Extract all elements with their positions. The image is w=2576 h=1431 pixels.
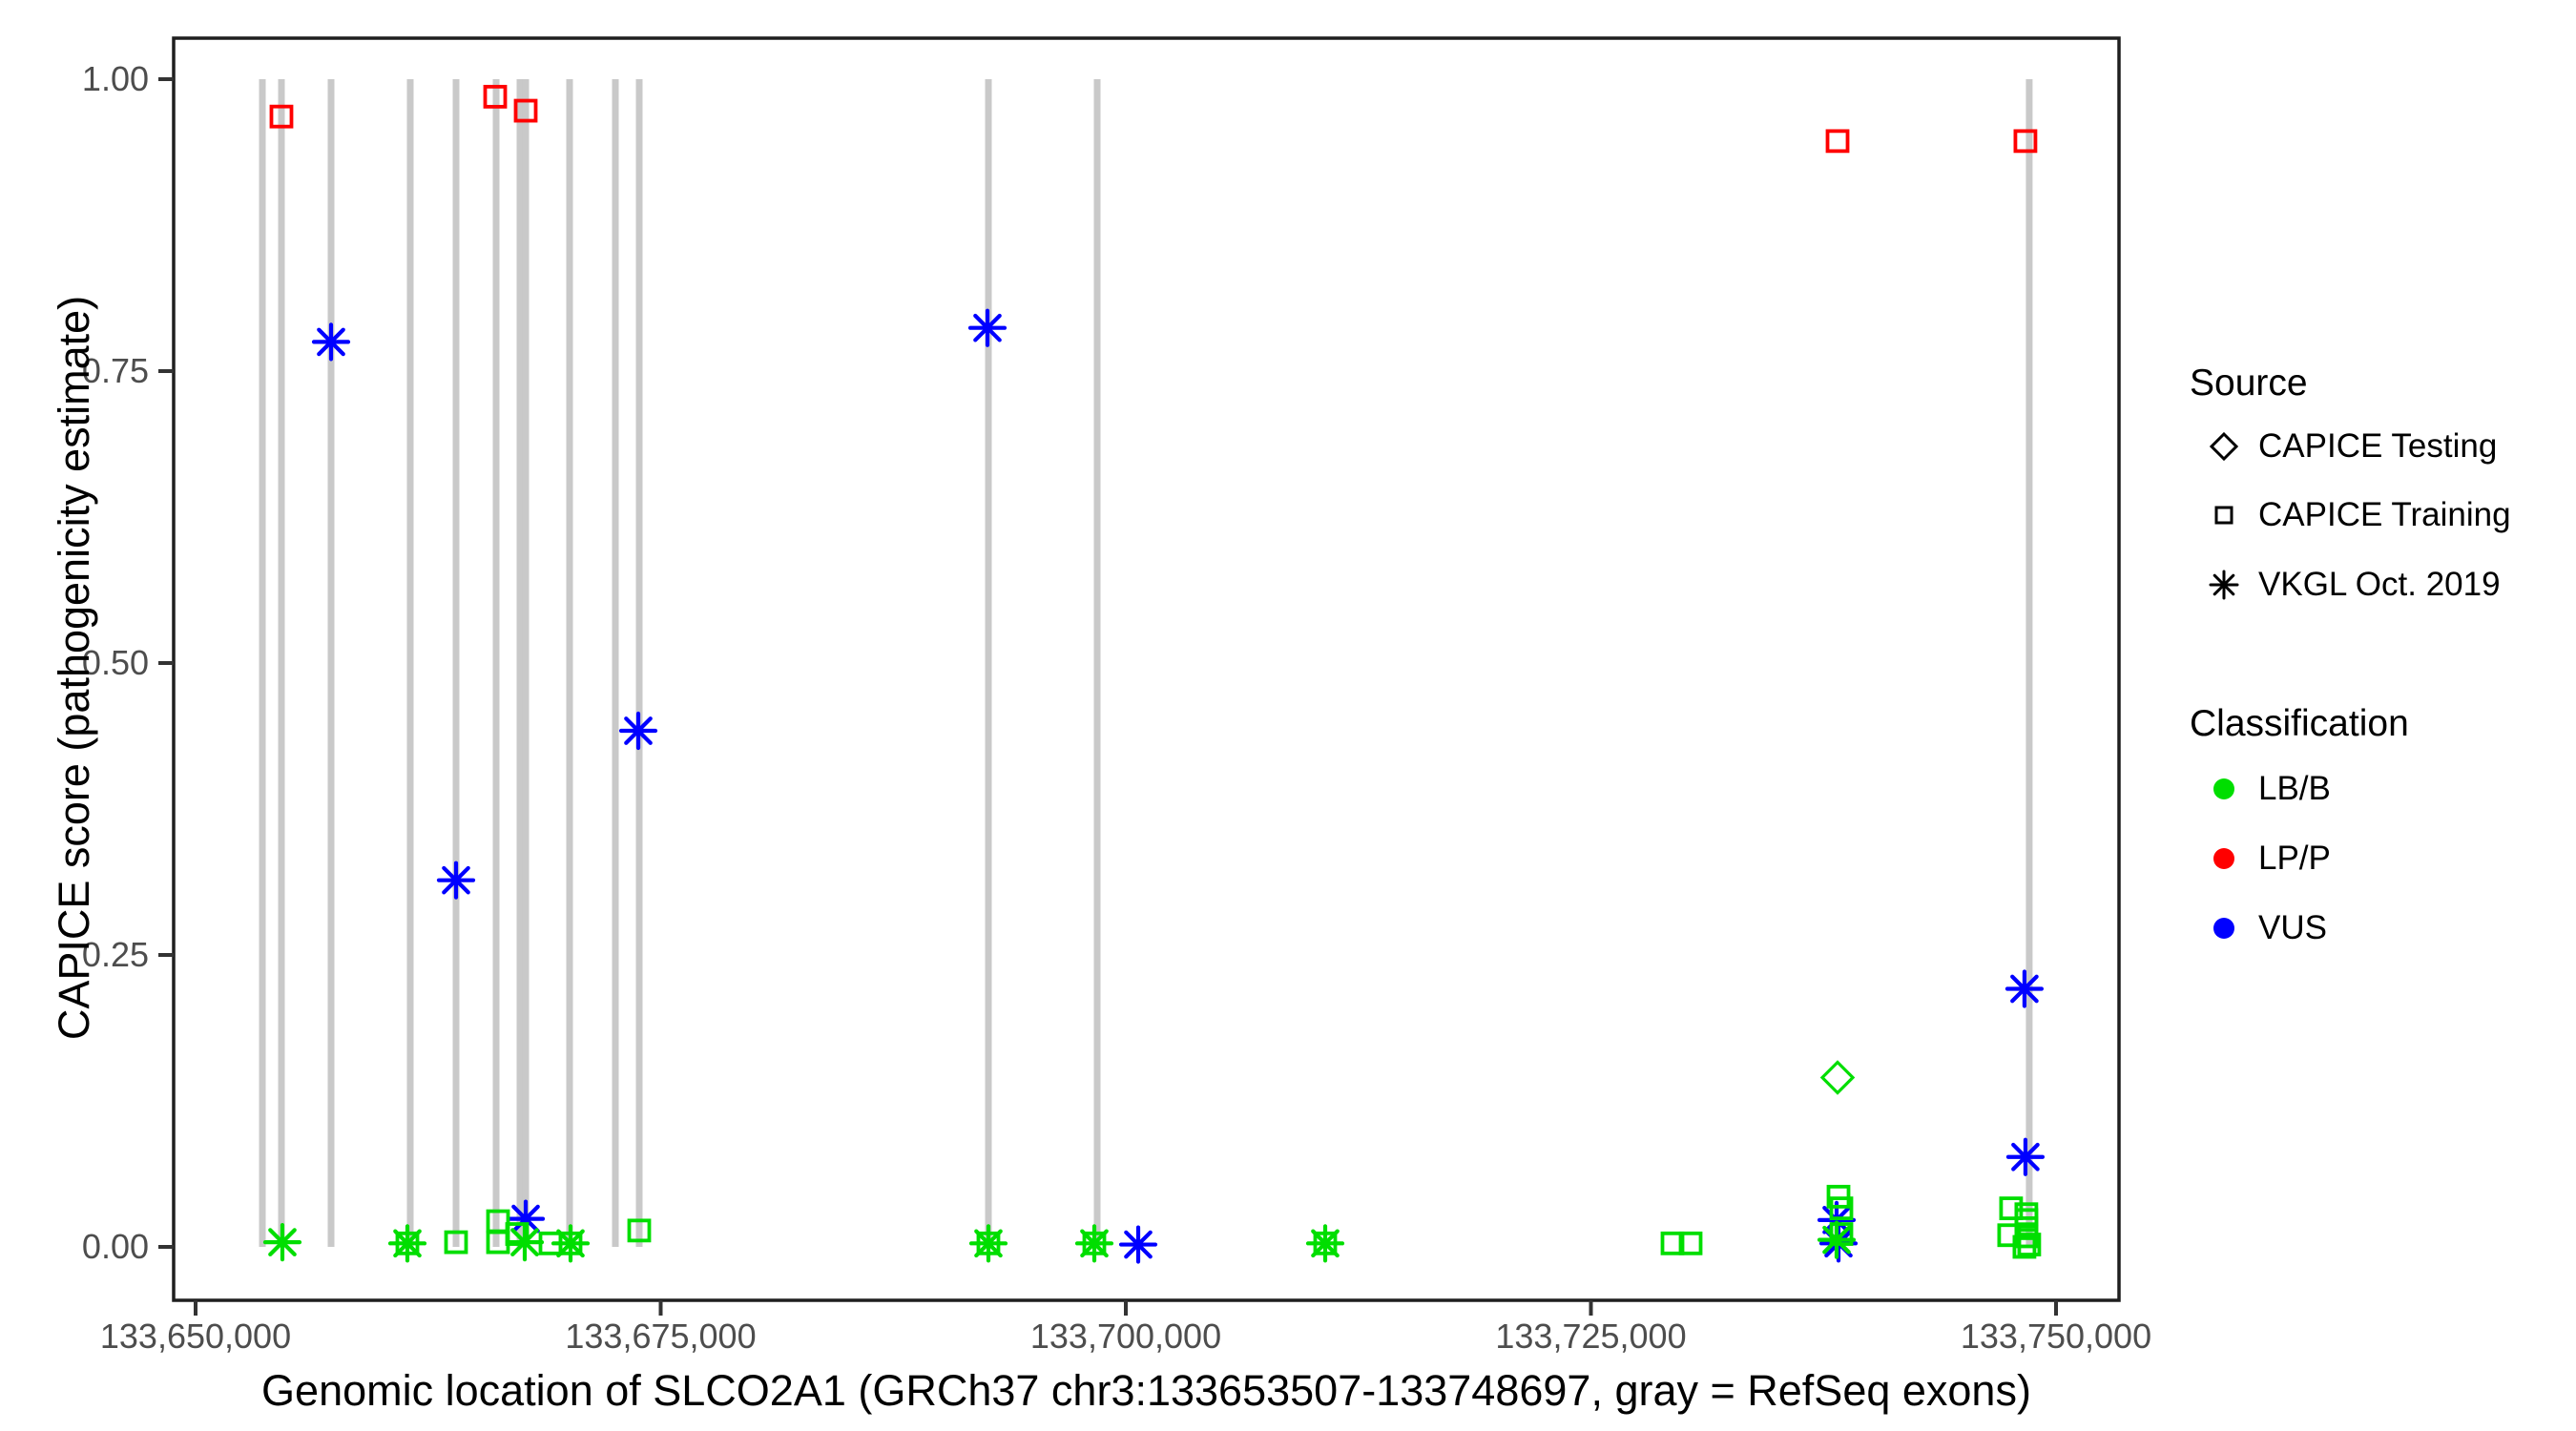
legend-item-label: CAPICE Testing	[2258, 427, 2498, 465]
data-point-asterisk	[551, 1224, 591, 1263]
legend: Source CAPICE Testing CAPICE Training	[2190, 0, 2571, 1431]
lpp-dot-icon	[2190, 830, 2258, 887]
legend-item-lpp: LP/P	[2190, 830, 2331, 887]
y-tick-label: 0.75	[82, 351, 149, 390]
legend-item-capice-testing: CAPICE Testing	[2190, 418, 2497, 475]
data-point-square	[976, 1231, 1001, 1255]
y-tick-label: 1.00	[82, 59, 149, 98]
data-point-asterisk	[262, 1223, 302, 1262]
data-point-asterisk	[1118, 1225, 1158, 1264]
vus-dot-icon	[2190, 900, 2258, 957]
y-axis-title: CAPICE score (pathogenicity estimate)	[50, 295, 98, 1041]
data-point-asterisk	[311, 322, 351, 362]
data-point-square	[444, 1230, 468, 1255]
data-point-asterisk	[968, 1224, 1008, 1263]
legend-item-lbb: LB/B	[2190, 760, 2331, 818]
legend-item-vus: VUS	[2190, 900, 2327, 957]
data-point-asterisk	[436, 861, 476, 900]
data-point-square	[1313, 1231, 1338, 1255]
data-point-asterisk	[2005, 969, 2045, 1008]
data-point-square	[627, 1218, 652, 1243]
data-point-square	[483, 84, 508, 109]
legend-item-label: CAPICE Training	[2258, 496, 2511, 533]
data-point-square	[1829, 1196, 1854, 1221]
legend-item-vkgl: VKGL Oct. 2019	[2190, 556, 2501, 613]
y-tick-label: 0.00	[82, 1227, 149, 1266]
data-point-asterisk	[618, 711, 658, 751]
data-point-square	[2012, 1234, 2037, 1259]
legend-item-label: LP/P	[2258, 840, 2331, 877]
data-point-asterisk	[2005, 1137, 2046, 1176]
data-point-asterisk	[1074, 1224, 1114, 1263]
data-point-asterisk	[967, 308, 1008, 347]
data-point-asterisk	[1305, 1224, 1345, 1263]
data-point-square	[513, 98, 538, 123]
x-tick-label: 133,675,000	[565, 1317, 756, 1356]
asterisk-icon	[2190, 556, 2258, 613]
data-point-square	[1825, 129, 1850, 154]
legend-item-label: VKGL Oct. 2019	[2258, 566, 2501, 603]
y-tick-label: 0.25	[82, 935, 149, 974]
data-point-asterisk	[387, 1224, 427, 1263]
square-icon	[2190, 487, 2258, 544]
legend-source-title: Source	[2190, 363, 2308, 404]
data-point-square	[1678, 1231, 1703, 1255]
x-tick-label: 133,700,000	[1030, 1317, 1221, 1356]
x-tick-label: 133,650,000	[100, 1317, 291, 1356]
panel-border	[172, 36, 2121, 1302]
data-point-square	[1829, 1222, 1854, 1246]
legend-item-label: VUS	[2258, 909, 2327, 946]
x-tick-label: 133,725,000	[1495, 1317, 1686, 1356]
data-point-square	[269, 104, 294, 129]
data-point-square	[2013, 129, 2038, 154]
legend-classification-title: Classification	[2190, 703, 2409, 744]
legend-item-label: LB/B	[2258, 770, 2331, 807]
lbb-dot-icon	[2190, 760, 2258, 818]
x-tick-label: 133,750,000	[1961, 1317, 2151, 1356]
y-tick-label: 0.50	[82, 643, 149, 682]
diamond-icon	[2190, 418, 2258, 475]
data-point-square	[558, 1231, 583, 1255]
data-point-square	[1660, 1231, 1685, 1255]
data-point-square	[2017, 1233, 2042, 1256]
data-point-asterisk	[1817, 1220, 1857, 1259]
data-point-asterisk	[505, 1223, 545, 1262]
x-axis-title: Genomic location of SLCO2A1 (GRCh37 chr3…	[261, 1366, 2031, 1415]
data-point-asterisk	[506, 1199, 546, 1238]
legend-item-capice-training: CAPICE Training	[2190, 487, 2511, 544]
data-point-square	[1082, 1231, 1107, 1255]
data-point-diamond	[1819, 1060, 1856, 1095]
data-point-square	[395, 1231, 420, 1255]
data-point-square	[505, 1222, 530, 1246]
